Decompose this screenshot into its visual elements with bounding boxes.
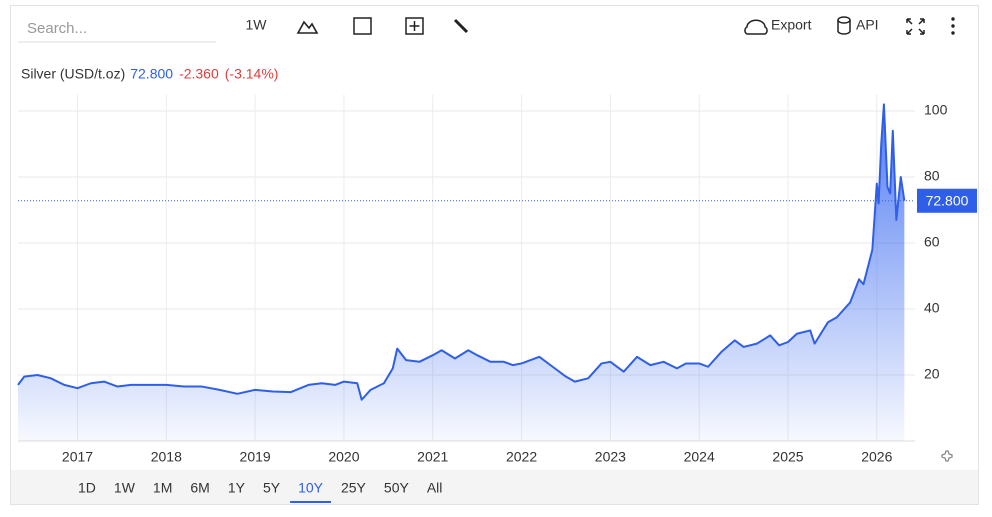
range-button[interactable]: 50Y xyxy=(384,480,410,496)
header-change-pct: (-3.14%) xyxy=(225,66,279,82)
range-button[interactable]: All xyxy=(427,480,443,496)
series-title: Silver (USD/t.oz) xyxy=(21,66,125,82)
x-tick-label: 2026 xyxy=(861,449,892,465)
search-box[interactable]: Search... xyxy=(27,20,87,37)
x-tick-label: 2021 xyxy=(417,449,448,465)
tools-icon[interactable] xyxy=(453,18,469,34)
menu-icon[interactable] xyxy=(951,17,955,35)
last-value-label: 72.800 xyxy=(926,192,969,208)
y-tick-label: 100 xyxy=(924,102,948,118)
y-tick-label: 60 xyxy=(924,234,940,250)
range-button[interactable]: 5Y xyxy=(263,480,281,496)
x-tick-label: 2023 xyxy=(595,449,626,465)
chart-type-icon[interactable] xyxy=(296,20,319,34)
line xyxy=(17,103,906,401)
x-tick-label: 2025 xyxy=(772,449,803,465)
x-tick-label: 2020 xyxy=(328,449,359,465)
range-button[interactable]: 1W xyxy=(114,480,136,496)
range-button[interactable]: 1M xyxy=(153,480,172,496)
x-tick-label: 2019 xyxy=(240,449,271,465)
range-button[interactable]: 6M xyxy=(190,480,209,496)
y-tick-label: 20 xyxy=(924,366,940,382)
range-button[interactable]: 1D xyxy=(78,480,96,496)
settings-icon[interactable] xyxy=(941,450,953,462)
range-button[interactable]: 1Y xyxy=(228,480,246,496)
interval-button[interactable]: 1W xyxy=(246,17,268,33)
y-tick-label: 80 xyxy=(924,168,940,184)
area xyxy=(18,104,905,442)
range-button[interactable]: 10Y xyxy=(298,480,324,496)
fullscreen-icon[interactable] xyxy=(906,18,925,35)
export-icon[interactable] xyxy=(744,19,768,35)
compare-icon[interactable] xyxy=(405,17,424,35)
range-button[interactable]: 25Y xyxy=(341,480,367,496)
x-tick-label: 2024 xyxy=(684,449,715,465)
last-value-box xyxy=(917,188,977,213)
api-button[interactable]: API xyxy=(856,17,879,33)
x-tick-label: 2022 xyxy=(506,449,537,465)
range-bar xyxy=(11,470,978,504)
compare-plus xyxy=(409,21,420,31)
x-tick-label: 2018 xyxy=(151,449,182,465)
api-icon-body xyxy=(837,20,851,35)
calendar-icon[interactable] xyxy=(353,17,372,35)
y-tick-label: 40 xyxy=(924,300,940,316)
header-value: 72.800 xyxy=(130,66,173,82)
header-change: -2.360 xyxy=(179,66,219,82)
export-button[interactable]: Export xyxy=(771,17,812,33)
x-tick-label: 2017 xyxy=(62,449,93,465)
